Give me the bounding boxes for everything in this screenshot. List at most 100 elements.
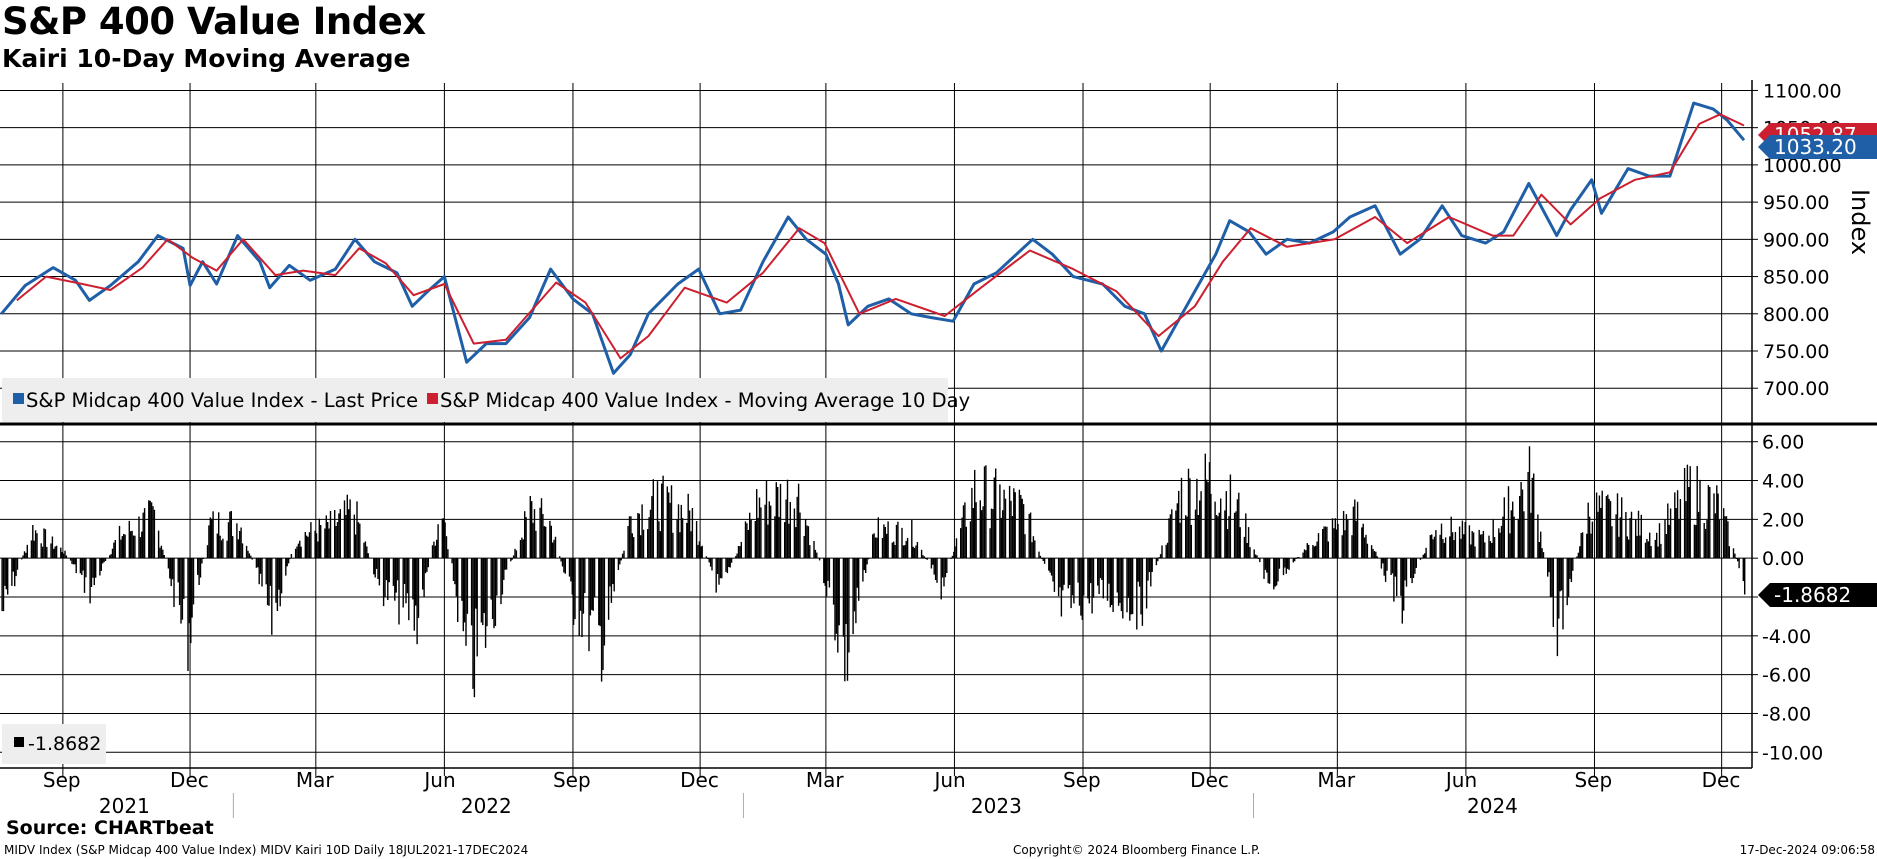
kairi-bar [797,483,800,559]
kairi-bar [123,533,125,559]
kairi-bar [681,518,684,559]
kairi-bar [466,558,469,614]
kairi-bar [275,558,277,603]
kairi-bar [338,513,340,559]
kairi-bar [258,558,260,585]
kairi-bar [666,486,668,559]
kairi-bar [905,540,907,559]
kairi-bar [1738,558,1740,569]
kairi-bar [1591,521,1594,559]
kairi-bar [257,558,259,568]
kairi-bar [627,526,629,559]
kairi-bar [1117,558,1120,606]
kairi-bar [633,537,635,559]
kairi-bar [363,542,365,559]
kairi-bar [543,526,545,559]
legend-label-price: S&P Midcap 400 Value Index - Last Price [26,389,418,412]
kairi-bar [729,558,731,568]
kairi-bar [887,521,889,559]
kairi-bar [26,544,28,559]
kairi-bar [1029,512,1032,559]
kairi-bar [1479,534,1482,559]
kairi-bar [533,509,536,559]
kairi-bar [1425,547,1427,559]
kairi-bar [2,558,5,612]
kairi-bar [1254,554,1257,559]
legend-swatch-ma [427,393,438,404]
kairi-bar [926,558,928,560]
kairi-bar [1228,516,1230,559]
kairi-bar [779,483,782,559]
kairi-bar [198,558,200,585]
kairi-bar [789,502,791,559]
kairi-bar [1187,468,1190,559]
kairi-bar [1081,558,1083,620]
kairi-bar [475,558,477,609]
kairi-bar [317,541,319,559]
kairi-bar [1500,525,1503,559]
kairi-bar [441,518,443,559]
kairi-bar [1217,516,1219,559]
kairi-bar [159,547,161,559]
kairi-bar [1130,558,1132,615]
kairi-bar [472,558,474,689]
price-last-value-tag: 1033.20 [1774,135,1857,159]
kairi-bar [617,558,620,571]
kairi-bar [581,558,583,638]
kairi-bar [735,556,737,559]
kairi-bar [482,558,484,626]
kairi-bar [1595,492,1598,559]
kairi-bar [662,475,664,559]
kairi-bar [522,539,524,559]
kairi-bar [1679,499,1682,559]
chart-title: S&P 400 Value Index [2,0,426,43]
kairi-bar [1528,446,1531,559]
kairi-bar [1324,526,1327,559]
kairi-bar [1706,520,1708,559]
kairi-bar [1667,503,1669,559]
kairi-bar [1510,510,1512,559]
kairi-bar [962,505,965,559]
kairi-bar [1099,558,1102,579]
kairi-bar [1410,558,1412,579]
kairi-bar [540,498,543,559]
kairi-bar [1488,535,1490,559]
kairi-bar [33,540,35,559]
kairi-bar [550,525,552,559]
kairi-bar [1686,464,1689,559]
kairi-bar [1335,529,1338,559]
kairi-bar [1267,558,1269,584]
kairi-bar [470,558,473,626]
kairi-bar [770,505,772,559]
kairi-bar [1365,534,1367,559]
kairi-bar [1239,527,1241,559]
kairi-bar [230,511,232,559]
kairi-bar [447,549,449,559]
kairi-bar [1527,472,1529,559]
kairi-bar [1200,491,1202,559]
kairi-bar [334,510,336,559]
kairi-bar [54,546,56,559]
kairi-bar [1675,508,1677,559]
kairi-bar [641,504,643,559]
kairi-bar [1306,543,1308,559]
kairi-bar [975,502,977,559]
kairi-bar [433,541,435,559]
kairi-bar [21,558,23,560]
kairi-bar [718,558,720,585]
kairi-bar [707,558,709,559]
kairi-bar [725,558,727,572]
kairi-bar [346,494,348,559]
kairi-bar [226,540,228,559]
kairi-bar [1444,537,1447,559]
kairi-bar [778,516,780,559]
kairi-bar [1106,558,1109,601]
kairi-bar [4,558,6,586]
x-month-label: Jun [932,768,965,792]
kairi-bar [1615,514,1617,559]
kairi-bar [630,516,632,559]
kairi-bar [451,558,453,564]
kairi-bar [34,530,37,559]
kairi-bar [103,558,105,563]
